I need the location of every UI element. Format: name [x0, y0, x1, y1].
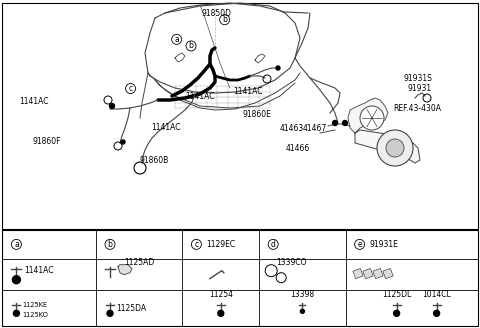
- Polygon shape: [348, 98, 388, 133]
- Text: 11254: 11254: [209, 290, 233, 299]
- Circle shape: [218, 310, 224, 316]
- Text: b: b: [189, 41, 193, 51]
- Circle shape: [109, 104, 115, 109]
- Circle shape: [12, 276, 20, 284]
- Text: 1125AD: 1125AD: [124, 258, 154, 267]
- Text: 1141AC: 1141AC: [24, 266, 54, 275]
- Circle shape: [394, 310, 399, 316]
- Text: 1125KO: 1125KO: [23, 312, 48, 318]
- Text: 41466: 41466: [286, 144, 310, 153]
- Circle shape: [333, 120, 337, 126]
- Circle shape: [386, 139, 404, 157]
- Text: 91931: 91931: [407, 84, 431, 93]
- Text: a: a: [14, 240, 19, 249]
- Text: 91931E: 91931E: [370, 240, 398, 249]
- Text: a: a: [174, 35, 179, 44]
- Text: 1141AC: 1141AC: [19, 96, 48, 106]
- Text: e: e: [357, 240, 362, 249]
- Text: 1014CL: 1014CL: [422, 290, 451, 299]
- Circle shape: [433, 310, 440, 316]
- Text: c: c: [194, 240, 198, 249]
- Text: 91931S: 91931S: [403, 73, 432, 83]
- Text: b: b: [222, 15, 227, 24]
- Circle shape: [276, 66, 280, 70]
- Text: b: b: [108, 240, 112, 249]
- Circle shape: [377, 130, 413, 166]
- Circle shape: [300, 309, 304, 313]
- Bar: [373, 268, 383, 279]
- Polygon shape: [118, 265, 132, 275]
- Bar: [2, 230, 478, 326]
- Text: d: d: [271, 240, 276, 249]
- Text: 91860F: 91860F: [33, 136, 61, 146]
- Bar: [363, 268, 373, 279]
- Text: 1141AC: 1141AC: [185, 92, 214, 101]
- Text: 1339CO: 1339CO: [276, 258, 307, 267]
- Text: 1125DL: 1125DL: [382, 290, 411, 299]
- Text: 91850D: 91850D: [202, 9, 231, 18]
- Text: 91860E: 91860E: [242, 110, 271, 119]
- Text: 13398: 13398: [290, 290, 314, 299]
- Text: c: c: [129, 84, 132, 93]
- Circle shape: [121, 140, 125, 144]
- Text: 1141AC: 1141AC: [233, 87, 262, 96]
- Circle shape: [360, 106, 384, 130]
- Bar: [353, 268, 363, 279]
- Text: 41467: 41467: [302, 124, 327, 133]
- Text: 1125DA: 1125DA: [116, 304, 146, 313]
- Bar: [383, 268, 393, 279]
- Circle shape: [107, 310, 113, 316]
- Bar: [2, 3, 478, 229]
- Circle shape: [343, 120, 348, 126]
- Circle shape: [13, 310, 19, 316]
- Text: 1141AC: 1141AC: [151, 123, 180, 133]
- Text: 1129EC: 1129EC: [206, 240, 236, 249]
- Text: 1125KE: 1125KE: [23, 302, 48, 308]
- Text: 91860B: 91860B: [139, 156, 168, 165]
- Polygon shape: [355, 130, 420, 163]
- Text: 41463: 41463: [280, 124, 304, 133]
- Text: REF.43-430A: REF.43-430A: [394, 104, 442, 113]
